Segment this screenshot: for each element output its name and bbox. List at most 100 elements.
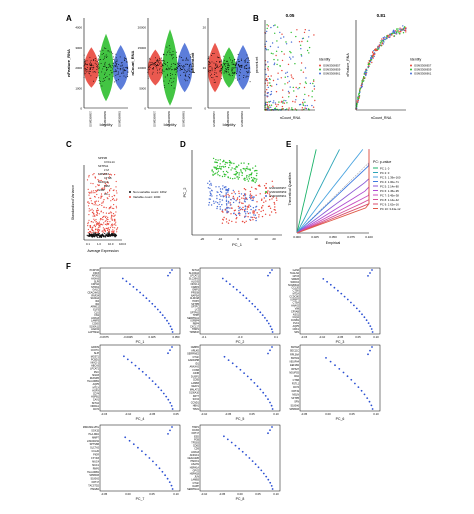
pca-xtick: -10: [218, 237, 223, 241]
loadings-point: [225, 280, 228, 283]
violin-jitter-point: [236, 61, 237, 63]
loadings-gene-label: S100A2: [90, 478, 99, 481]
scatter-b-point: [284, 76, 286, 78]
variable-feature-point: [96, 228, 98, 230]
variable-feature-point: [97, 179, 99, 181]
variable-feature-point: [86, 179, 89, 181]
scatter-b-point: [395, 30, 397, 32]
legend-swatch: [319, 72, 321, 75]
violin-jitter-point: [167, 67, 169, 69]
variable-feature-point: [114, 174, 116, 176]
pca-point: [271, 198, 273, 200]
scatter-b-point: [290, 52, 292, 54]
loadings-gene-label: CDH12: [91, 283, 100, 286]
scatter-b-point: [361, 85, 363, 88]
pca-point: [224, 186, 226, 188]
variable-feature-point: [104, 231, 106, 233]
loadings-point: [326, 280, 328, 283]
loadings-xtick: -0.05: [337, 335, 344, 339]
pca-point: [244, 168, 246, 170]
scatter-b-point: [266, 84, 269, 87]
scatter-b-point: [270, 104, 273, 106]
loadings-gene-label: ANXA3: [91, 277, 100, 280]
pca-point: [272, 185, 274, 187]
scatter-b-point: [283, 53, 285, 55]
variable-feature-point: [93, 190, 95, 192]
variable-feature-point: [90, 209, 92, 211]
loadings-point: [355, 307, 358, 310]
variable-feature-point: [103, 199, 105, 201]
violin-jitter-point: [164, 63, 166, 64]
violin-jitter-point: [214, 71, 216, 73]
violin-jitter-point: [183, 65, 185, 67]
scatter-b-point: [285, 43, 288, 45]
loadings-point: [269, 429, 271, 431]
loadings-gene-label: TIMP1: [192, 426, 200, 429]
loadings-gene-label: CDA: [294, 375, 299, 378]
loadings-gene-label: TAGLN2: [290, 272, 300, 275]
loadings-gene-label: HLA-DRB1: [87, 380, 99, 383]
pca-point: [240, 208, 243, 210]
loadings-point: [171, 346, 173, 348]
scatter-b-point: [269, 82, 271, 84]
violin-jitter-point: [155, 64, 157, 66]
variable-feature-point: [91, 232, 93, 234]
variable-feature-point: [97, 184, 99, 187]
variable-feature-point: [87, 228, 89, 231]
scatter-b-point: [302, 101, 304, 104]
violin-jitter-point: [90, 68, 91, 69]
loadings-point: [363, 316, 366, 319]
pca-point: [219, 165, 221, 168]
variable-feature-point: [96, 209, 98, 211]
violin-jitter-point: [106, 69, 107, 71]
violin-jitter-point: [176, 68, 178, 70]
variable-feature-point: [103, 222, 105, 224]
pca-point: [225, 174, 227, 176]
loadings-gene-label: ASAH1: [191, 463, 200, 466]
violin-jitter-point: [104, 79, 106, 81]
violin-jitter-point: [211, 68, 213, 70]
scatter-b-point: [281, 50, 283, 53]
variable-feature-point: [111, 219, 113, 221]
violin-jitter-point: [171, 68, 173, 70]
pca-point: [242, 195, 245, 197]
loadings-point: [156, 308, 159, 311]
pca-point: [252, 180, 254, 182]
violin-jitter-point: [176, 57, 178, 59]
violin-jitter-point: [98, 55, 99, 57]
pca-point: [223, 166, 225, 168]
loadings-point: [166, 319, 168, 322]
violin-jitter-point: [209, 71, 211, 73]
pca-point: [223, 159, 225, 162]
pca-point: [231, 162, 233, 164]
scatter-b-point: [356, 104, 358, 106]
loadings-gene-label: PIGR: [93, 454, 99, 457]
violin-jitter-point: [226, 61, 228, 63]
violin-jitter-point: [235, 62, 237, 64]
pca-xtick: -20: [200, 237, 205, 241]
variable-feature-point: [105, 184, 107, 186]
violin-jitter-point: [157, 60, 159, 62]
violin-jitter-point: [214, 81, 216, 83]
violin-jitter-point: [92, 64, 94, 66]
loadings-point: [267, 322, 270, 325]
variable-feature-point: [91, 228, 93, 230]
violin-jitter-point: [163, 54, 165, 56]
loadings-point: [154, 383, 157, 386]
pca-point: [216, 207, 218, 210]
violin-jitter-point: [158, 64, 160, 66]
loadings-gene-label: EEF1B2: [290, 364, 300, 367]
scatter-b-point: [380, 40, 382, 42]
violin-jitter-point: [102, 81, 104, 82]
scatter-b-point: [273, 58, 275, 61]
legend-swatch: [319, 64, 321, 67]
variable-feature-point: [104, 188, 106, 190]
loadings-point: [129, 283, 131, 285]
variable-feature-point: [96, 229, 99, 231]
pca-point: [220, 191, 223, 193]
pca-point: [227, 200, 230, 203]
pca-point: [226, 188, 228, 191]
pca-point: [246, 206, 249, 208]
loadings-gene-label: ANAX2: [291, 304, 300, 307]
pca-point: [225, 197, 228, 199]
